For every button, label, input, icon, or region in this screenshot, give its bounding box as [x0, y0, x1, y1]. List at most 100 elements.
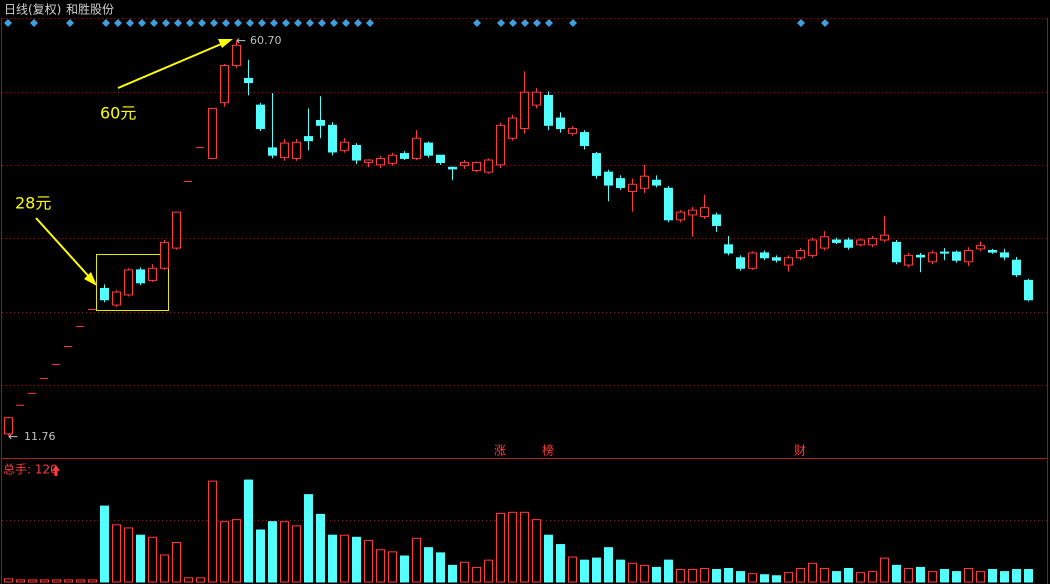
volume-bar [484, 559, 493, 583]
event-marker [258, 19, 266, 27]
event-marker [282, 19, 290, 27]
candle-body [400, 153, 409, 159]
volume-bar [1012, 569, 1021, 583]
volume-bar [928, 571, 937, 583]
candle-body [304, 136, 313, 142]
volume-bar [436, 552, 445, 583]
event-marker [150, 19, 158, 27]
volume-bar [424, 547, 433, 583]
candle-body [580, 132, 589, 146]
candle-body [220, 65, 229, 104]
volume-bar [364, 539, 373, 583]
event-marker [246, 19, 254, 27]
volume-bar [940, 569, 949, 583]
volume-bar [292, 525, 301, 583]
stock-name: 和胜股份 [66, 2, 114, 17]
event-marker [294, 19, 302, 27]
event-marker [569, 19, 577, 27]
volume-bar [868, 571, 877, 583]
candle-body [892, 241, 901, 263]
candle-body [232, 44, 241, 67]
layout [1, 18, 1048, 584]
candle-body [520, 91, 529, 130]
candle-body [964, 250, 973, 263]
candle-body [1012, 259, 1021, 276]
up-arrow-icon [52, 465, 60, 476]
volume-bar [556, 544, 565, 583]
volume-bar [124, 527, 133, 583]
volume-bar [304, 494, 313, 583]
candle-body [484, 159, 493, 173]
volume-bar [964, 567, 973, 583]
volume-bar [724, 567, 733, 583]
candle-body [688, 209, 697, 216]
volume-bar [544, 534, 553, 583]
arrow-head [84, 272, 97, 286]
highlight-box [96, 254, 169, 311]
volume-bar [4, 578, 13, 583]
volume-bar [1000, 571, 1009, 583]
candle-body [628, 183, 637, 193]
event-marker [30, 19, 38, 27]
volume-bar [52, 579, 61, 583]
volume-bar [988, 569, 997, 583]
candle-body [364, 159, 373, 163]
volume-bar [688, 569, 697, 583]
candle-body [736, 257, 745, 269]
candle-body [448, 166, 457, 170]
volume-bar [76, 579, 85, 583]
event-marker [366, 19, 374, 27]
volume-bar [844, 567, 853, 583]
arrow-head [218, 39, 233, 48]
event-marker [509, 19, 517, 27]
volume-bar [172, 541, 181, 583]
event-marker [174, 19, 182, 27]
volume-bar [640, 564, 649, 583]
volume-bar [712, 569, 721, 583]
event-marker [342, 19, 350, 27]
volume-bar [568, 556, 577, 583]
candle-body [592, 153, 601, 176]
candle-body [496, 124, 505, 166]
candle-body [352, 145, 361, 161]
volume-bar [676, 569, 685, 583]
volume-bar [772, 575, 781, 583]
low-price-label: 11.76 [24, 430, 56, 443]
volume-bar [448, 564, 457, 583]
candle-body [172, 211, 181, 249]
arrow [117, 41, 227, 89]
volume-bar [1024, 569, 1033, 583]
candle-body [424, 142, 433, 156]
volume-bar [952, 571, 961, 583]
high-price-label: 60.70 [250, 34, 282, 47]
volume-bar [28, 579, 37, 583]
candle-body [880, 234, 889, 241]
event-marker [545, 19, 553, 27]
candle-body [508, 117, 517, 139]
event-marker [318, 19, 326, 27]
event-marker [270, 19, 278, 27]
volume-bar [328, 534, 337, 583]
volume-bar [664, 559, 673, 583]
volume-bar [472, 566, 481, 583]
volume-bar [616, 559, 625, 583]
candle-body [1024, 279, 1033, 301]
volume-bar [880, 557, 889, 583]
event-label: 榜 [542, 443, 554, 458]
candle-body [928, 252, 937, 263]
volume-bar [196, 577, 205, 583]
candle-body [844, 239, 853, 248]
volume-bar [388, 551, 397, 583]
candle-body [796, 250, 805, 259]
event-marker [521, 19, 529, 27]
candle-body [412, 137, 421, 159]
candle-body [748, 252, 757, 269]
event-marker [234, 19, 242, 27]
event-marker [198, 19, 206, 27]
annotation: 28元 [15, 194, 51, 213]
event-marker [162, 19, 170, 27]
volume-bar [256, 529, 265, 583]
volume-bar [736, 571, 745, 583]
